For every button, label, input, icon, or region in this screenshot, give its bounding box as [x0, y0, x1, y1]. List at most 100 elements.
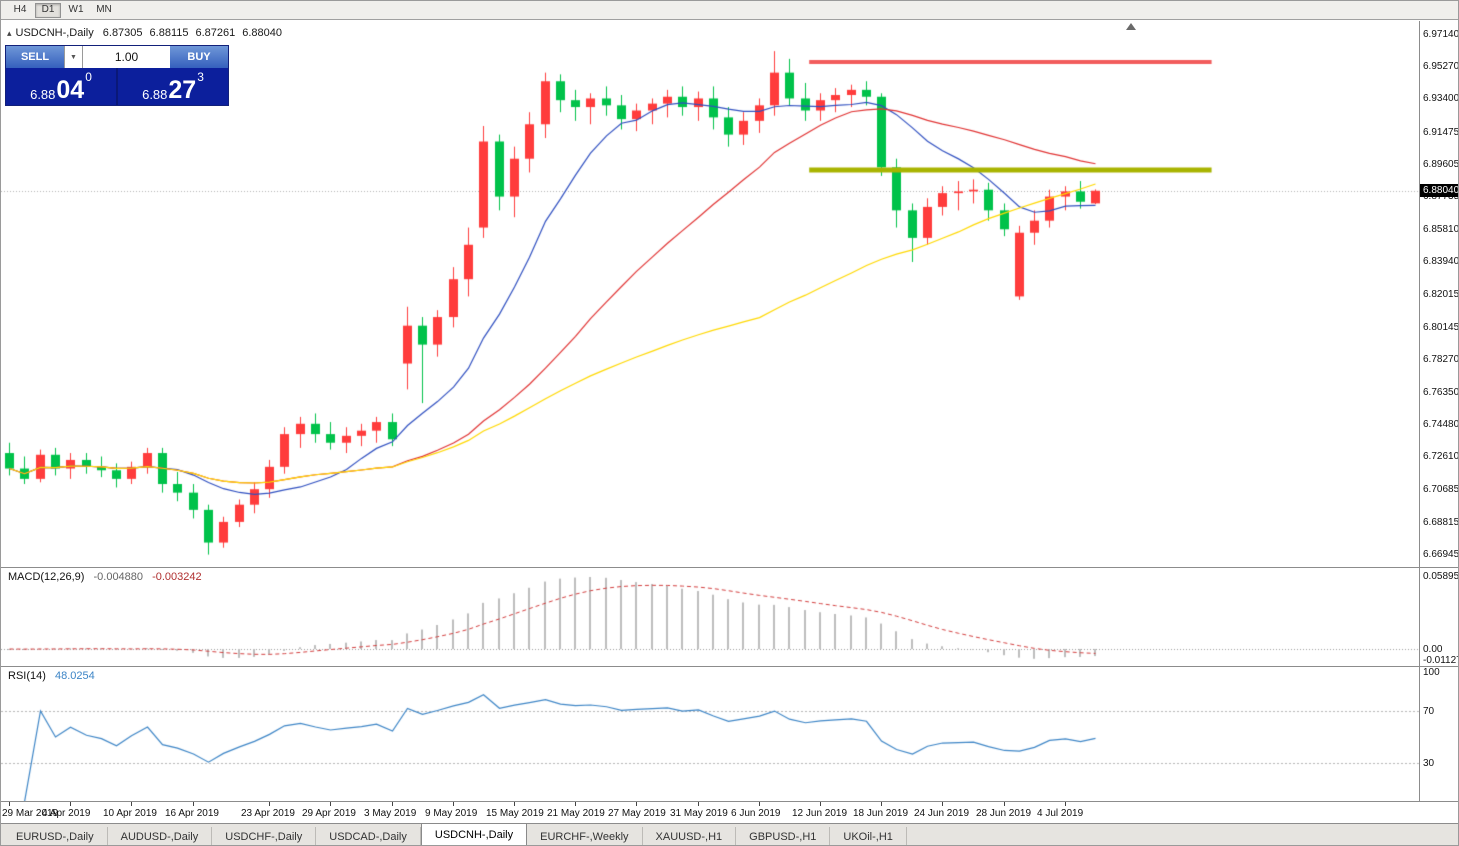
sell-price-prefix: 6.88: [30, 87, 56, 102]
sell-price-main: 04: [56, 76, 85, 104]
price-axis-label: 6.83940: [1423, 256, 1459, 268]
timeframe-w1-button[interactable]: W1: [63, 3, 89, 18]
chart-tab-gbpusd-h1[interactable]: GBPUSD-,H1: [736, 827, 831, 845]
chart-tab-eurusd-daily[interactable]: EURUSD-,Daily: [3, 827, 108, 845]
time-axis-tick: [942, 802, 943, 806]
price-axis-label: 6.85810: [1423, 224, 1459, 236]
chart-tab-usdcad-daily[interactable]: USDCAD-,Daily: [316, 827, 421, 845]
time-axis-tick: [759, 802, 760, 806]
time-axis-tick: [9, 802, 10, 806]
rsi-axis-30: 30: [1423, 758, 1435, 769]
time-axis-tick: [1004, 802, 1005, 806]
chart-tab-usdchf-daily[interactable]: USDCHF-,Daily: [212, 827, 317, 845]
sell-price-pip: 0: [85, 70, 92, 84]
ohlc-close: 6.88040: [242, 27, 283, 39]
chevron-down-icon: ▼: [70, 53, 77, 61]
macd-indicator-label: MACD(12,26,9) -0.004880 -0.003242: [8, 571, 202, 583]
buy-price-prefix: 6.88: [142, 87, 168, 102]
time-axis-label: 29 Apr 2019: [302, 808, 356, 819]
price-axis-label: 6.72610: [1423, 451, 1459, 463]
time-axis-tick: [575, 802, 576, 806]
macd-axis-max: 0.058954: [1423, 571, 1459, 582]
time-axis-label: 23 Apr 2019: [241, 808, 295, 819]
time-axis-label: 6 Jun 2019: [731, 808, 781, 819]
chart-tab-ukoil-h1[interactable]: UKOil-,H1: [830, 827, 907, 845]
rsi-timeaxis-divider: [1, 801, 1458, 802]
time-axis-tick: [193, 802, 194, 806]
time-axis-tick: [330, 802, 331, 806]
ohlc-high: 6.88115: [149, 27, 189, 39]
macd-main-value: -0.004880: [93, 571, 144, 583]
time-axis-label: 10 Apr 2019: [103, 808, 157, 819]
buy-price-display[interactable]: 6.88 27 3: [118, 68, 228, 105]
price-axis-label: 6.70685: [1423, 484, 1459, 496]
time-axis-label: 4 Apr 2019: [42, 808, 91, 819]
time-axis-tick: [392, 802, 393, 806]
timeframe-toolbar: H4 D1 W1 MN: [1, 1, 1458, 20]
chart-ohlc-label: ▴ USDCNH-,Daily 6.87305 6.88115 6.87261 6.880…: [7, 27, 289, 39]
price-axis-label: 6.74480: [1423, 419, 1459, 431]
rsi-indicator-label: RSI(14) 48.0254: [8, 670, 95, 682]
time-axis-tick: [1065, 802, 1066, 806]
buy-button[interactable]: BUY: [170, 46, 228, 68]
time-axis-tick: [636, 802, 637, 806]
rsi-panel-canvas[interactable]: [1, 667, 1420, 801]
timeframe-d1-button[interactable]: D1: [35, 2, 61, 18]
chart-tab-usdcnh-daily[interactable]: USDCNH-,Daily: [420, 823, 528, 845]
macd-axis-min: -0.011273: [1423, 655, 1458, 666]
volume-dropdown-button[interactable]: ▼: [64, 46, 83, 68]
timeframe-mn-button[interactable]: MN: [91, 3, 117, 18]
time-axis-tick: [514, 802, 515, 806]
macd-signal-value: -0.003242: [152, 571, 202, 583]
rsi-name: RSI(14): [8, 670, 46, 682]
ohlc-open: 6.87305: [102, 27, 143, 39]
chart-symbol-label: USDCNH-,Daily: [15, 27, 94, 39]
price-axis[interactable]: 6.971406.952706.934006.914756.896056.877…: [1420, 21, 1459, 567]
chart-tab-eurchf-weekly[interactable]: EURCHF-,Weekly: [527, 827, 643, 845]
chart-tab-xauusd-h1[interactable]: XAUUSD-,H1: [643, 827, 737, 845]
time-axis-tick: [269, 802, 270, 806]
macd-panel-canvas[interactable]: [1, 568, 1420, 666]
sell-price-display[interactable]: 6.88 04 0: [6, 68, 118, 105]
time-axis-tick: [881, 802, 882, 806]
price-macd-divider[interactable]: [1, 567, 1458, 568]
time-axis-label: 3 May 2019: [364, 808, 417, 819]
buy-price-main: 27: [168, 76, 197, 104]
volume-input[interactable]: [83, 46, 170, 68]
time-axis-label: 27 May 2019: [608, 808, 666, 819]
time-axis-label: 28 Jun 2019: [976, 808, 1032, 819]
time-axis-tick: [820, 802, 821, 806]
price-axis-label: 6.95270: [1423, 61, 1459, 73]
one-click-trading-widget: SELL ▼ BUY 6.88 04 0 6.88 27 3: [5, 45, 229, 106]
time-axis-tick: [70, 802, 71, 806]
macd-axis-zero: 0.00: [1423, 644, 1443, 655]
current-price-badge: 6.88040: [1420, 183, 1458, 197]
chart-shift-marker-icon[interactable]: [1126, 23, 1136, 30]
time-axis-label: 9 May 2019: [425, 808, 478, 819]
price-axis-label: 6.97140: [1423, 29, 1459, 41]
price-axis-label: 6.93400: [1423, 93, 1459, 105]
ohlc-low: 6.87261: [195, 27, 236, 39]
chart-tabs-bar: EURUSD-,Daily AUDUSD-,Daily USDCHF-,Daily U…: [1, 823, 1458, 845]
rsi-value: 48.0254: [54, 670, 95, 682]
price-axis-label: 6.89605: [1423, 158, 1459, 170]
macd-rsi-divider[interactable]: [1, 666, 1458, 667]
price-axis-label: 6.82015: [1423, 289, 1459, 301]
time-axis-label: 29 Mar 2019: [2, 808, 59, 819]
price-chart-canvas[interactable]: [1, 21, 1420, 567]
one-click-collapse-icon[interactable]: ▴: [7, 28, 12, 38]
time-axis-tick: [453, 802, 454, 806]
rsi-axis-100: 100: [1423, 667, 1440, 678]
macd-name: MACD(12,26,9): [8, 571, 85, 583]
time-axis[interactable]: 29 Mar 2019 4 Apr 2019 10 Apr 2019 16 Apr 2…: [1, 802, 1420, 823]
price-axis-label: 6.76350: [1423, 386, 1459, 398]
timeframe-h4-button[interactable]: H4: [7, 3, 33, 18]
time-axis-label: 15 May 2019: [486, 808, 544, 819]
rsi-axis-70: 70: [1423, 706, 1435, 717]
time-axis-tick: [131, 802, 132, 806]
price-scale-separator: [1419, 21, 1420, 801]
time-axis-label: 18 Jun 2019: [853, 808, 909, 819]
time-axis-label: 21 May 2019: [547, 808, 605, 819]
sell-button[interactable]: SELL: [6, 46, 64, 68]
chart-tab-audusd-daily[interactable]: AUDUSD-,Daily: [108, 827, 213, 845]
